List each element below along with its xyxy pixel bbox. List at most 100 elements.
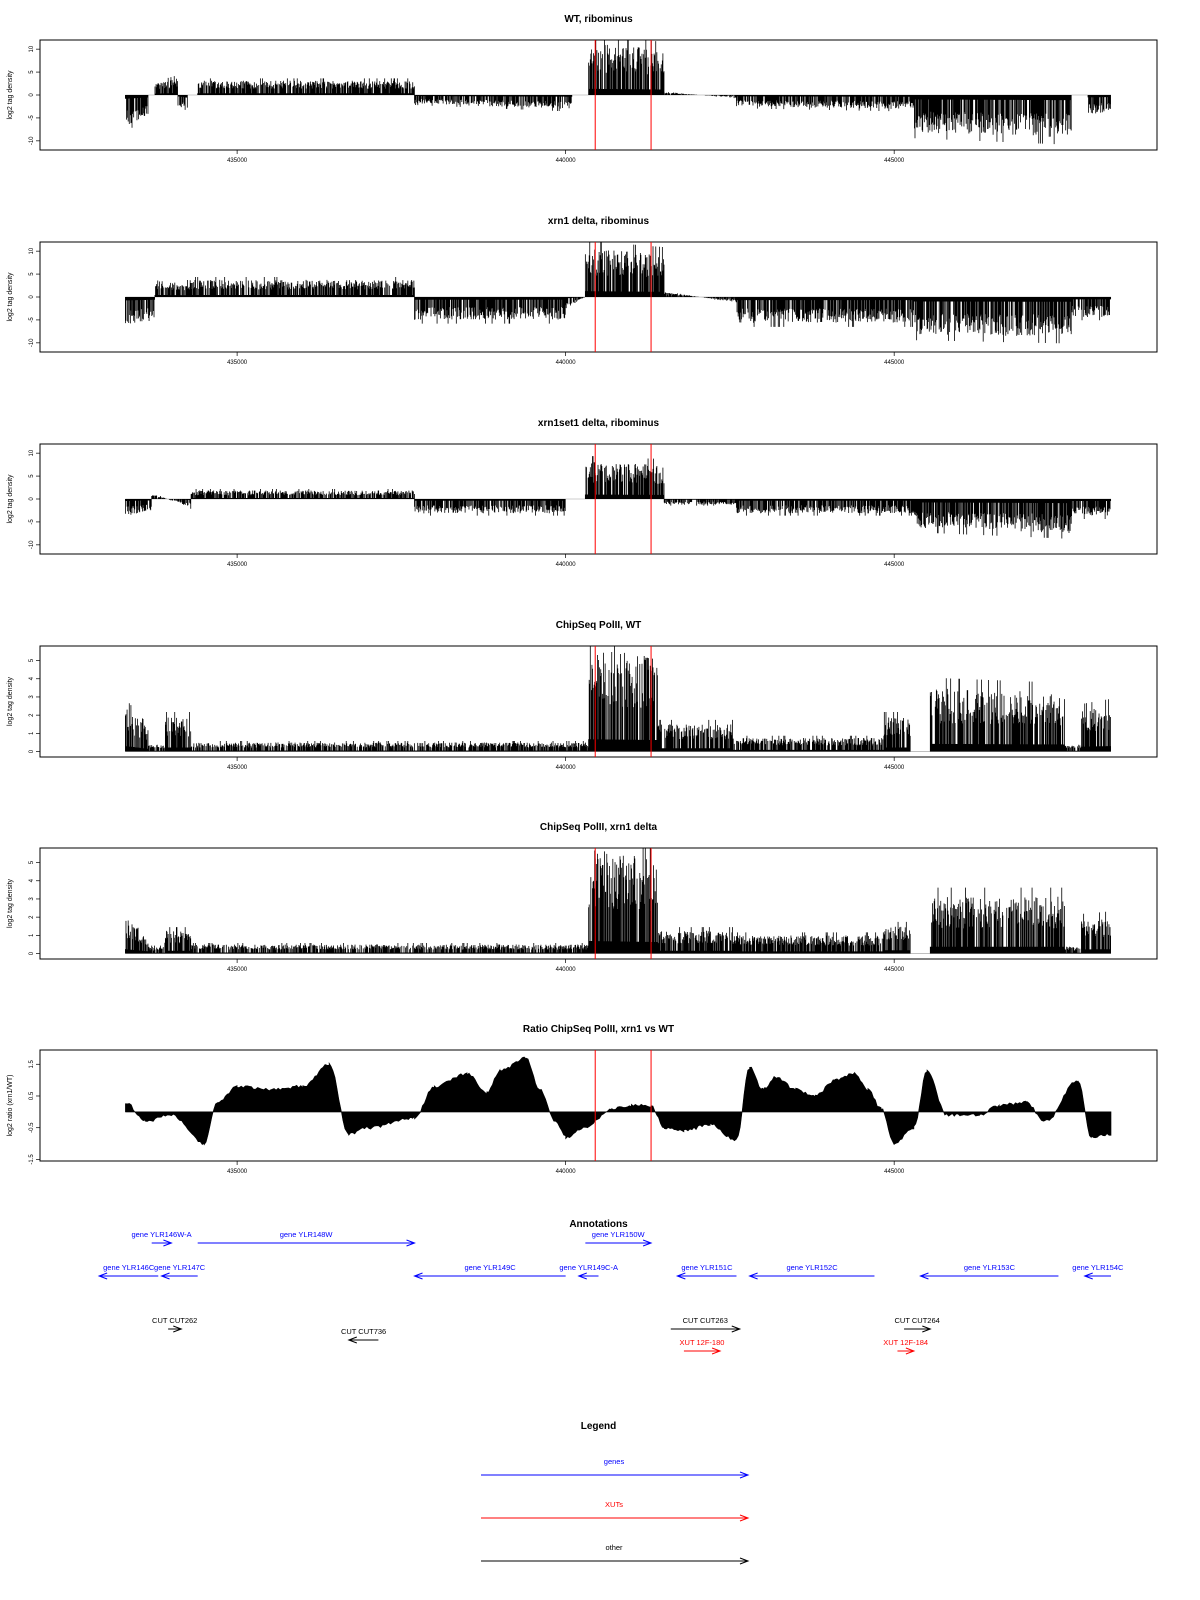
arrow-head bbox=[406, 1239, 416, 1247]
x-tick-label: 435000 bbox=[227, 562, 248, 568]
feature-label: gene YLR147C bbox=[154, 1263, 206, 1272]
feature-label: gene YLR153C bbox=[964, 1263, 1016, 1272]
feature-label: CUT CUT263 bbox=[683, 1316, 728, 1325]
y-axis-label: log2 tag density bbox=[7, 474, 14, 524]
y-axis-label: log2 tag density bbox=[7, 676, 14, 726]
feature-arrow bbox=[160, 1272, 198, 1280]
x-tick-label: 435000 bbox=[227, 158, 248, 164]
arrow-head bbox=[711, 1347, 722, 1355]
arrow-head bbox=[739, 1557, 750, 1565]
chart-title: xrn1set1 delta, ribominus bbox=[538, 418, 660, 429]
feature-arrow bbox=[897, 1347, 916, 1355]
feature-arrow bbox=[97, 1272, 159, 1280]
arrow-head bbox=[577, 1272, 587, 1280]
arrow-head bbox=[173, 1325, 183, 1333]
plot-frame bbox=[39, 847, 1158, 960]
y-tick-label: 5 bbox=[29, 860, 35, 864]
arrow-head bbox=[905, 1347, 916, 1355]
signal-bars bbox=[125, 848, 1111, 954]
x-tick-label: 445000 bbox=[884, 158, 905, 164]
y-tick-label: -5 bbox=[29, 317, 35, 323]
arrow-head bbox=[160, 1272, 170, 1280]
arrow-head bbox=[642, 1239, 653, 1247]
chart-panel: WT, ribominus 10 5 0 -5 -10 log2 tag density 43… bbox=[7, 14, 1158, 164]
arrow-head bbox=[347, 1336, 357, 1344]
y-tick-label: 4 bbox=[29, 676, 35, 680]
signal-bars bbox=[125, 242, 1112, 344]
y-tick-label: -10 bbox=[29, 136, 35, 145]
y-tick-label: 1 bbox=[29, 933, 35, 937]
y-tick-label: 2 bbox=[29, 915, 35, 919]
y-axis-label: log2 tag density bbox=[7, 272, 14, 322]
y-tick-label: 5 bbox=[29, 658, 35, 662]
x-tick-label: 435000 bbox=[227, 360, 248, 366]
feature-label: gene YLR150W bbox=[592, 1230, 646, 1239]
feature-label: gene YLR148W bbox=[280, 1230, 334, 1239]
chart-title: Ratio ChipSeq PolII, xrn1 vs WT bbox=[523, 1024, 674, 1035]
chart-panel: xrn1 delta, ribominus 10 5 0 -5 -10 log2 tag d… bbox=[7, 216, 1158, 366]
feature-label: gene YLR151C bbox=[681, 1263, 733, 1272]
x-tick-label: 440000 bbox=[556, 562, 577, 568]
arrow-head bbox=[413, 1272, 423, 1280]
feature-label: CUT CUT736 bbox=[341, 1327, 386, 1336]
feature-arrow bbox=[904, 1325, 932, 1333]
ratio-area bbox=[125, 1056, 1112, 1146]
y-tick-label: -0.5 bbox=[29, 1122, 35, 1133]
x-tick-label: 440000 bbox=[556, 967, 577, 973]
legend-label: other bbox=[605, 1543, 623, 1552]
feature-label: CUT CUT264 bbox=[895, 1316, 940, 1325]
x-tick-label: 440000 bbox=[556, 765, 577, 771]
feature-label: gene YLR149C-A bbox=[559, 1263, 618, 1272]
y-tick-label: 10 bbox=[29, 247, 35, 254]
arrow-head bbox=[739, 1514, 750, 1522]
feature-arrow bbox=[413, 1272, 566, 1280]
y-tick-label: 2 bbox=[29, 713, 35, 717]
y-tick-label: 4 bbox=[29, 878, 35, 882]
feature-arrow bbox=[1083, 1272, 1112, 1280]
y-tick-label: 0 bbox=[29, 749, 35, 753]
legend-arrow bbox=[481, 1514, 750, 1522]
legend-arrow bbox=[481, 1471, 750, 1479]
y-tick-label: 0 bbox=[29, 295, 35, 299]
y-tick-label: 10 bbox=[29, 45, 35, 52]
arrow-head bbox=[1083, 1272, 1093, 1280]
y-tick-label: 5 bbox=[29, 70, 35, 74]
feature-label: gene YLR146C bbox=[103, 1263, 155, 1272]
chart-title: ChipSeq PolII, WT bbox=[556, 620, 642, 631]
feature-arrow bbox=[151, 1239, 173, 1247]
feature-arrow bbox=[577, 1272, 599, 1280]
arrow-head bbox=[739, 1471, 750, 1479]
plot-frame bbox=[39, 645, 1158, 758]
chart-panel: ChipSeq PolII, xrn1 delta 5 4 3 2 1 0 log2 tag … bbox=[7, 822, 1158, 973]
feature-label: gene YLR149C bbox=[465, 1263, 517, 1272]
legend-label: genes bbox=[604, 1457, 625, 1466]
x-tick-label: 445000 bbox=[884, 967, 905, 973]
chart-title: WT, ribominus bbox=[564, 14, 633, 25]
y-tick-label: 3 bbox=[29, 695, 35, 699]
y-axis-label: log2 tag density bbox=[7, 70, 14, 120]
chart-panel: ChipSeq PolII, WT 5 4 3 2 1 0 log2 tag density 4… bbox=[7, 620, 1158, 771]
chart-title: xrn1 delta, ribominus bbox=[548, 216, 650, 227]
feature-label: XUT 12F-184 bbox=[883, 1338, 928, 1347]
feature-arrow bbox=[347, 1336, 379, 1344]
feature-arrow bbox=[919, 1272, 1059, 1280]
annotations-panel: Annotations gene YLR146C gene YLR146W-A gen… bbox=[97, 1219, 1124, 1355]
chart-title: ChipSeq PolII, xrn1 delta bbox=[540, 822, 658, 833]
arrow-head bbox=[922, 1325, 932, 1333]
feature-arrow bbox=[670, 1325, 742, 1333]
arrow-head bbox=[748, 1272, 758, 1280]
y-tick-label: 5 bbox=[29, 474, 35, 478]
annotations-title: Annotations bbox=[569, 1219, 628, 1230]
signal-bars bbox=[125, 40, 1111, 145]
feature-arrow bbox=[168, 1325, 183, 1333]
x-tick-label: 435000 bbox=[227, 1169, 248, 1175]
feature-label: gene YLR154C bbox=[1072, 1263, 1124, 1272]
y-tick-label: -10 bbox=[29, 338, 35, 347]
y-tick-label: -5 bbox=[29, 519, 35, 525]
feature-arrow bbox=[683, 1347, 722, 1355]
arrow-head bbox=[919, 1272, 929, 1280]
x-tick-label: 445000 bbox=[884, 1169, 905, 1175]
feature-arrow bbox=[585, 1239, 653, 1247]
x-tick-label: 435000 bbox=[227, 765, 248, 771]
